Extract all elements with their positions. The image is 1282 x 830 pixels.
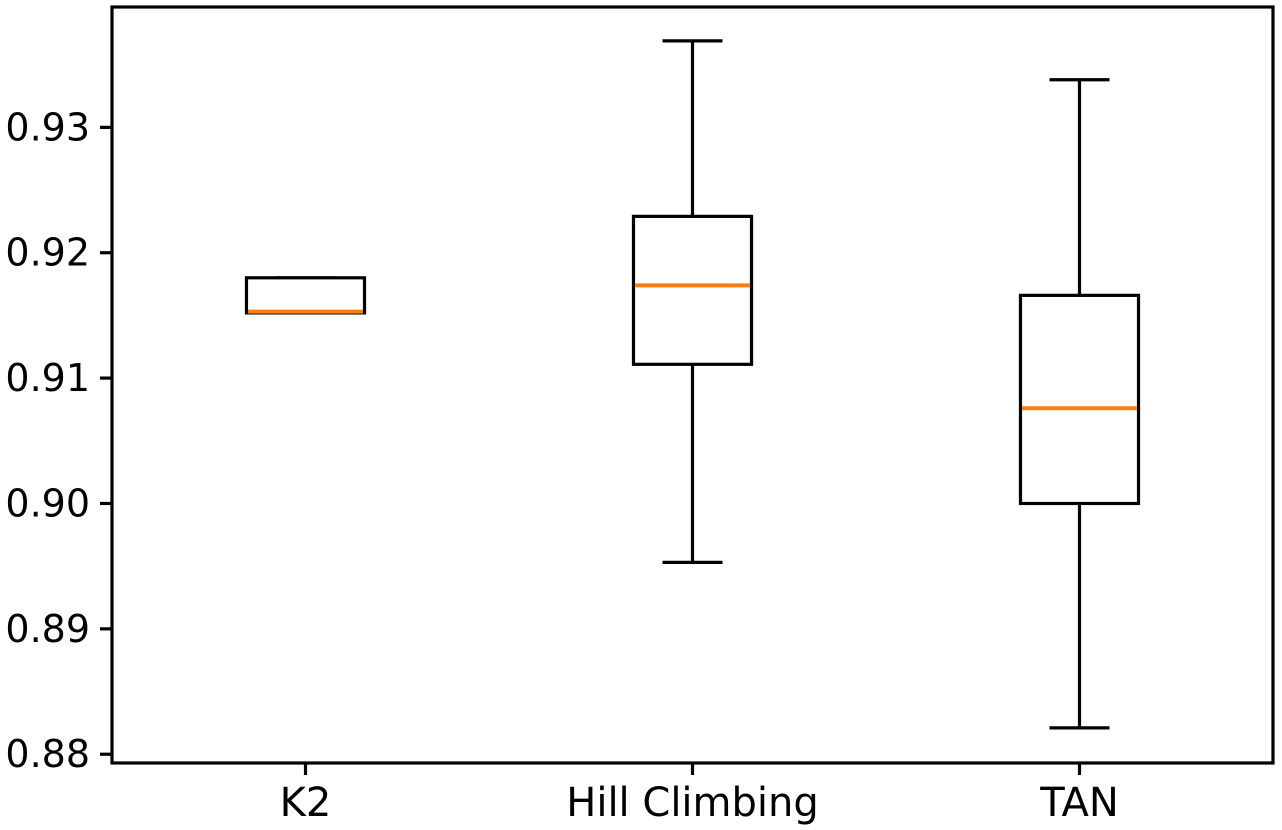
iqr-box-k2 — [244, 276, 367, 315]
iqr-box-tan — [1018, 293, 1141, 506]
iqr-box-hill-climbing — [631, 214, 754, 366]
y-axis-tick-label-0.88: 0.88 — [5, 732, 90, 776]
boxplot-boxes — [244, 39, 1141, 730]
y-axis-tick-label-0.93: 0.93 — [5, 105, 90, 149]
x-axis: K2 Hill Climbing TAN — [280, 763, 1119, 826]
box-group-hill-climbing — [631, 39, 754, 565]
box-group-tan — [1018, 78, 1141, 730]
box-group-k2 — [244, 276, 367, 315]
x-axis-category-label-hill-climbing: Hill Climbing — [566, 780, 819, 826]
x-axis-category-label-tan: TAN — [1039, 780, 1119, 826]
x-axis-category-label-k2: K2 — [280, 780, 332, 826]
y-axis-tick-label-0.89: 0.89 — [5, 607, 90, 651]
y-axis-tick-label-0.90: 0.90 — [5, 481, 90, 525]
y-axis-tick-label-0.91: 0.91 — [5, 356, 90, 400]
y-axis-tick-label-0.92: 0.92 — [5, 231, 90, 275]
y-axis: 0.88 0.89 0.90 0.91 0.92 0.93 — [5, 105, 112, 776]
